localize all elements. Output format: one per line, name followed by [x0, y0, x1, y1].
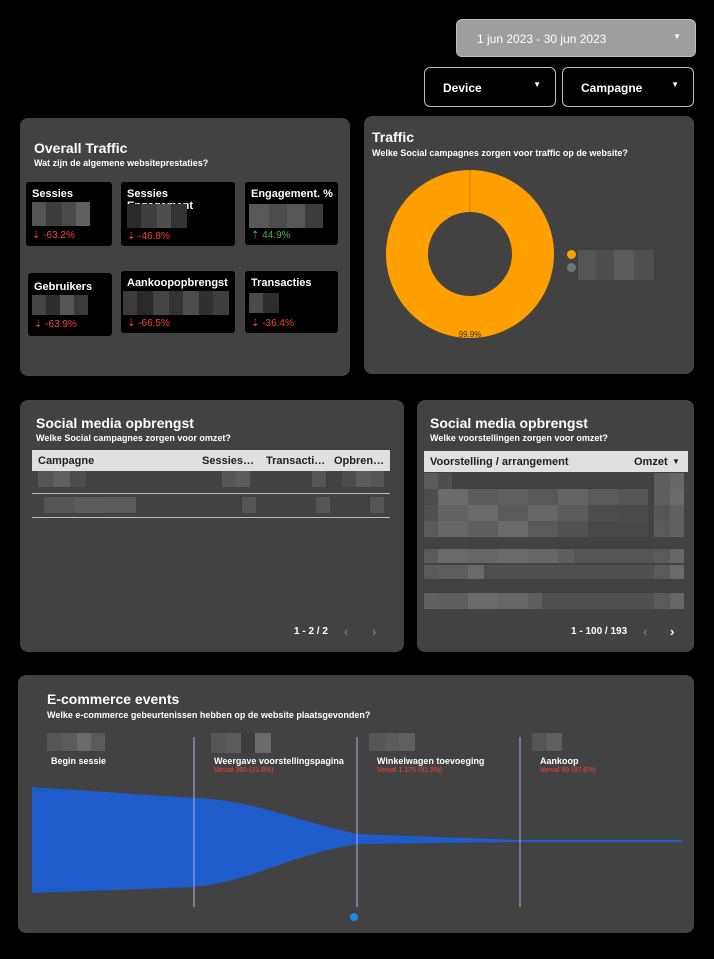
- kpi-delta-value: 44.9%: [262, 230, 291, 241]
- panel-subtitle: Wat zijn de algemene websiteprestaties?: [34, 158, 209, 168]
- redacted-count: [369, 733, 415, 751]
- kpi-label: Engagement. %: [251, 188, 333, 200]
- panel-title: Social media opbrengst: [430, 415, 588, 431]
- prev-page-icon[interactable]: ‹: [344, 624, 349, 639]
- table-header: Campagne Sessies… Transacti… Opbren…: [32, 450, 390, 471]
- overall-traffic-panel: Overall Traffic Wat zijn de algemene web…: [20, 118, 350, 376]
- panel-title: Overall Traffic: [34, 140, 128, 156]
- kpi-delta-value: -63.2%: [43, 230, 75, 241]
- row-divider: [32, 493, 390, 494]
- column-transacties[interactable]: Transacti…: [266, 455, 326, 467]
- campaign-filter[interactable]: Campagne ▼: [562, 67, 694, 107]
- panel-title: Traffic: [372, 129, 415, 145]
- panel-title: E-commerce events: [47, 691, 180, 707]
- redacted-rows: [424, 473, 684, 609]
- traffic-donut-chart[interactable]: 99,9%: [384, 170, 558, 350]
- stage-label: Winkelwagen toevoeging: [377, 756, 485, 766]
- table-row[interactable]: [32, 495, 390, 515]
- kpi-label: Sessies: [32, 188, 73, 200]
- panel-subtitle: Welke e-commerce gebeurtenissen hebben o…: [47, 710, 371, 720]
- traffic-panel: Traffic Welke Social campagnes zorgen vo…: [364, 116, 694, 374]
- redacted-value: [249, 204, 323, 228]
- kpi-card-aankoopopbrengst[interactable]: Aankoopopbrengst ⇣ -66.5%: [121, 271, 235, 333]
- sort-desc-icon[interactable]: ▼: [672, 457, 680, 466]
- next-page-icon[interactable]: ›: [372, 624, 377, 639]
- chevron-down-icon: ▼: [533, 80, 541, 89]
- panel-subtitle: Welke voorstellingen zorgen voor omzet?: [430, 433, 608, 443]
- kpi-card-sessies[interactable]: Sessies ⇣ -63.2%: [26, 182, 112, 246]
- redacted-count: [532, 733, 562, 751]
- chevron-down-icon: ▼: [673, 32, 681, 41]
- redacted-value: [249, 293, 279, 313]
- kpi-label: Transacties: [251, 277, 312, 289]
- campaign-filter-label: Campagne: [581, 81, 643, 95]
- panel-subtitle: Welke Social campagnes zorgen voor omzet…: [36, 433, 231, 443]
- kpi-delta-value: -63.9%: [45, 319, 77, 330]
- stage-drop-off: Verval 99 (87.6%): [540, 767, 596, 774]
- kpi-label: Aankoopopbrengst: [127, 277, 228, 289]
- funnel-chart[interactable]: [18, 675, 694, 933]
- redacted-value: [127, 204, 187, 228]
- pagination-label: 1 - 100 / 193: [571, 626, 628, 637]
- redacted-count: [47, 733, 105, 751]
- kpi-card-transacties[interactable]: Transacties ⇣ -36.4%: [245, 271, 338, 333]
- stage-drop-off: Verval 360 (21.8%): [214, 767, 274, 774]
- kpi-delta: ⇣ -46.8%: [127, 231, 170, 242]
- kpi-delta: ⇣ -63.2%: [32, 230, 75, 241]
- stage-label: Weergave voorstellingspagina: [214, 756, 344, 766]
- column-campagne[interactable]: Campagne: [38, 455, 95, 467]
- chevron-down-icon: ▼: [671, 80, 679, 89]
- column-voorstelling[interactable]: Voorstelling / arrangement: [430, 456, 569, 468]
- kpi-delta: ⇣ -63.9%: [34, 319, 77, 330]
- stage-label: Aankoop: [540, 756, 579, 766]
- kpi-label: Gebruikers: [34, 281, 93, 293]
- table-header: Voorstelling / arrangement Omzet ▼: [424, 451, 688, 472]
- ecommerce-panel: E-commerce events Welke e-commerce gebeu…: [18, 675, 694, 933]
- next-page-icon[interactable]: ›: [670, 624, 675, 639]
- redacted-count: [211, 733, 271, 753]
- row-divider: [32, 517, 390, 518]
- pagination-label: 1 - 2 / 2: [294, 626, 328, 637]
- device-filter-label: Device: [443, 81, 482, 95]
- column-sessies[interactable]: Sessies…: [202, 455, 254, 467]
- kpi-delta: ⇣ -66.5%: [127, 318, 170, 329]
- donut-slice-1[interactable]: [386, 170, 554, 338]
- social-shows-panel: Social media opbrengst Welke voorstellin…: [417, 400, 694, 652]
- redacted-value: [123, 291, 229, 315]
- legend-item-2: [567, 263, 576, 272]
- device-filter[interactable]: Device ▼: [424, 67, 556, 107]
- scroll-indicator: [350, 913, 358, 921]
- slice-label-main: 99,9%: [459, 330, 482, 339]
- kpi-delta-value: -46.8%: [138, 231, 170, 242]
- table-row[interactable]: [32, 471, 390, 493]
- social-campaigns-panel: Social media opbrengst Welke Social camp…: [20, 400, 404, 652]
- date-range-value: 1 jun 2023 - 30 jun 2023: [477, 32, 607, 46]
- kpi-card-sessies-engagement[interactable]: Sessies Engagement ⇣ -46.8%: [121, 182, 235, 246]
- prev-page-icon[interactable]: ‹: [643, 624, 648, 639]
- panel-title: Social media opbrengst: [36, 415, 194, 431]
- stage-label: Begin sessie: [51, 756, 107, 766]
- stage-drop-off: Verval 1.175 (91.3%): [377, 767, 443, 774]
- kpi-delta: ⇡ 44.9%: [251, 230, 291, 241]
- kpi-delta-value: -36.4%: [262, 318, 294, 329]
- redacted-legend-label: [578, 250, 654, 280]
- column-opbrengst[interactable]: Opbren…: [334, 455, 385, 467]
- panel-subtitle: Welke Social campagnes zorgen voor traff…: [372, 148, 628, 158]
- kpi-delta: ⇣ -36.4%: [251, 318, 294, 329]
- date-range-dropdown[interactable]: 1 jun 2023 - 30 jun 2023 ▼: [456, 19, 696, 57]
- kpi-delta-value: -66.5%: [138, 318, 170, 329]
- column-omzet[interactable]: Omzet: [634, 456, 668, 468]
- kpi-card-gebruikers[interactable]: Gebruikers ⇣ -63.9%: [28, 273, 112, 336]
- redacted-value: [32, 295, 88, 315]
- kpi-card-engagement-pct[interactable]: Engagement. % ⇡ 44.9%: [245, 182, 338, 245]
- redacted-value: [32, 202, 90, 226]
- legend-item-1: [567, 250, 576, 259]
